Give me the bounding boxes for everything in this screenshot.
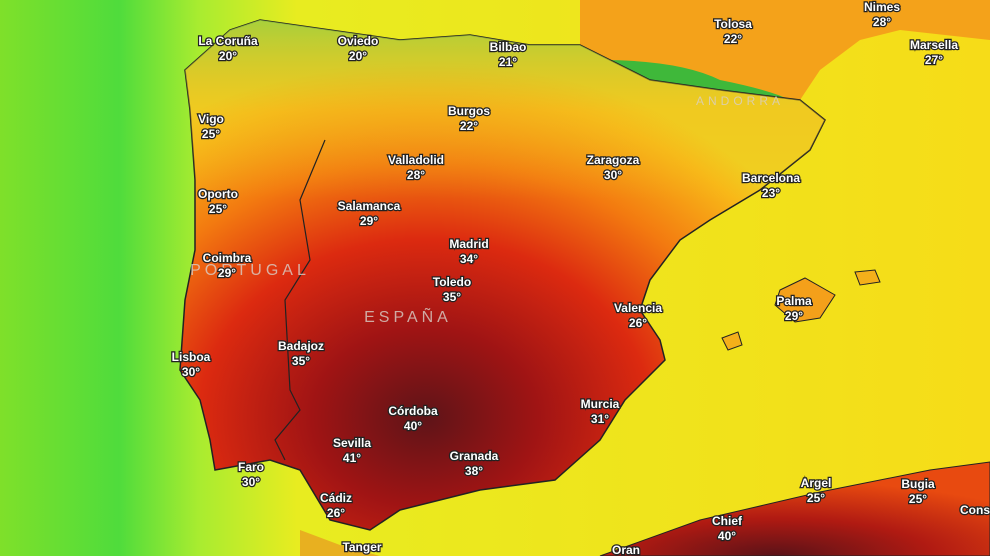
city-name: Oviedo <box>338 34 379 48</box>
city-temp: 25° <box>202 127 220 141</box>
city-name: Salamanca <box>338 199 401 213</box>
africa <box>599 461 990 556</box>
ibiza <box>721 331 743 351</box>
city-name: Valencia <box>614 301 662 315</box>
city-temp: 25° <box>209 202 227 216</box>
city-name: Argel <box>801 476 832 490</box>
city-name: Badajoz <box>278 339 324 353</box>
country-label: PORTUGAL <box>190 262 310 279</box>
city-temp: 29° <box>785 309 803 323</box>
city-temp: 22° <box>724 32 742 46</box>
city-name: Faro <box>238 460 264 474</box>
city-temp: 29° <box>218 266 236 280</box>
city-temp: 31° <box>591 412 609 426</box>
city-temp: 29° <box>360 214 378 228</box>
city-name: Valladolid <box>388 153 444 167</box>
city-name: Oran <box>612 543 640 556</box>
city-temp: 30° <box>242 475 260 489</box>
city-name: Tanger <box>342 540 381 554</box>
city-name: Tolosa <box>714 17 752 31</box>
city-name: Vigo <box>198 112 224 126</box>
city-temp: 22° <box>460 119 478 133</box>
city-temp: 26° <box>327 506 345 520</box>
city-name: Barcelona <box>742 171 800 185</box>
city-temp: 41° <box>343 451 361 465</box>
country-label: ESPAÑA <box>364 306 452 326</box>
city-name: Lisboa <box>172 350 211 364</box>
city-name: Sevilla <box>333 436 371 450</box>
city-temp: 25° <box>807 491 825 505</box>
city-name: La Coruña <box>198 34 258 48</box>
city-temp: 27° <box>925 53 943 67</box>
city-temp: 28° <box>873 15 891 29</box>
city-name: Palma <box>776 294 812 308</box>
city-name: Cons <box>960 503 990 517</box>
menorca <box>854 269 881 286</box>
city-name: Madrid <box>449 237 488 251</box>
border <box>274 139 326 461</box>
city-name: Murcia <box>581 397 620 411</box>
city-name: Chief <box>712 514 743 528</box>
city-temp: 34° <box>460 252 478 266</box>
city-temp: 38° <box>465 464 483 478</box>
city-name: Toledo <box>433 275 471 289</box>
city-temp: 25° <box>909 492 927 506</box>
city-name: Granada <box>450 449 499 463</box>
city-name: Cádiz <box>320 491 352 505</box>
city-temp: 23° <box>762 186 780 200</box>
city-temp: 20° <box>349 49 367 63</box>
city-name: Marsella <box>910 38 958 52</box>
mallorca <box>774 277 836 323</box>
city-temp: 21° <box>499 55 517 69</box>
iberia-north <box>180 20 825 530</box>
city-temp: 26° <box>629 316 647 330</box>
city-temp: 40° <box>718 529 736 543</box>
city-temp: 20° <box>219 49 237 63</box>
morocco <box>300 530 380 556</box>
city-name: Zaragoza <box>587 153 640 167</box>
country-label: ANDORRA <box>696 94 784 108</box>
city-name: Oporto <box>198 187 238 201</box>
city-temp: 30° <box>604 168 622 182</box>
city-name: Bilbao <box>490 40 527 54</box>
city-name: Coimbra <box>203 251 252 265</box>
city-name: Nimes <box>864 0 900 14</box>
city-temp: 40° <box>404 419 422 433</box>
city-temp: 28° <box>407 168 425 182</box>
city-name: Córdoba <box>388 404 438 418</box>
city-name: Burgos <box>448 104 490 118</box>
city-temp: 35° <box>443 290 461 304</box>
city-temp: 35° <box>292 354 310 368</box>
city-name: Bugia <box>901 477 935 491</box>
city-temp: 30° <box>182 365 200 379</box>
